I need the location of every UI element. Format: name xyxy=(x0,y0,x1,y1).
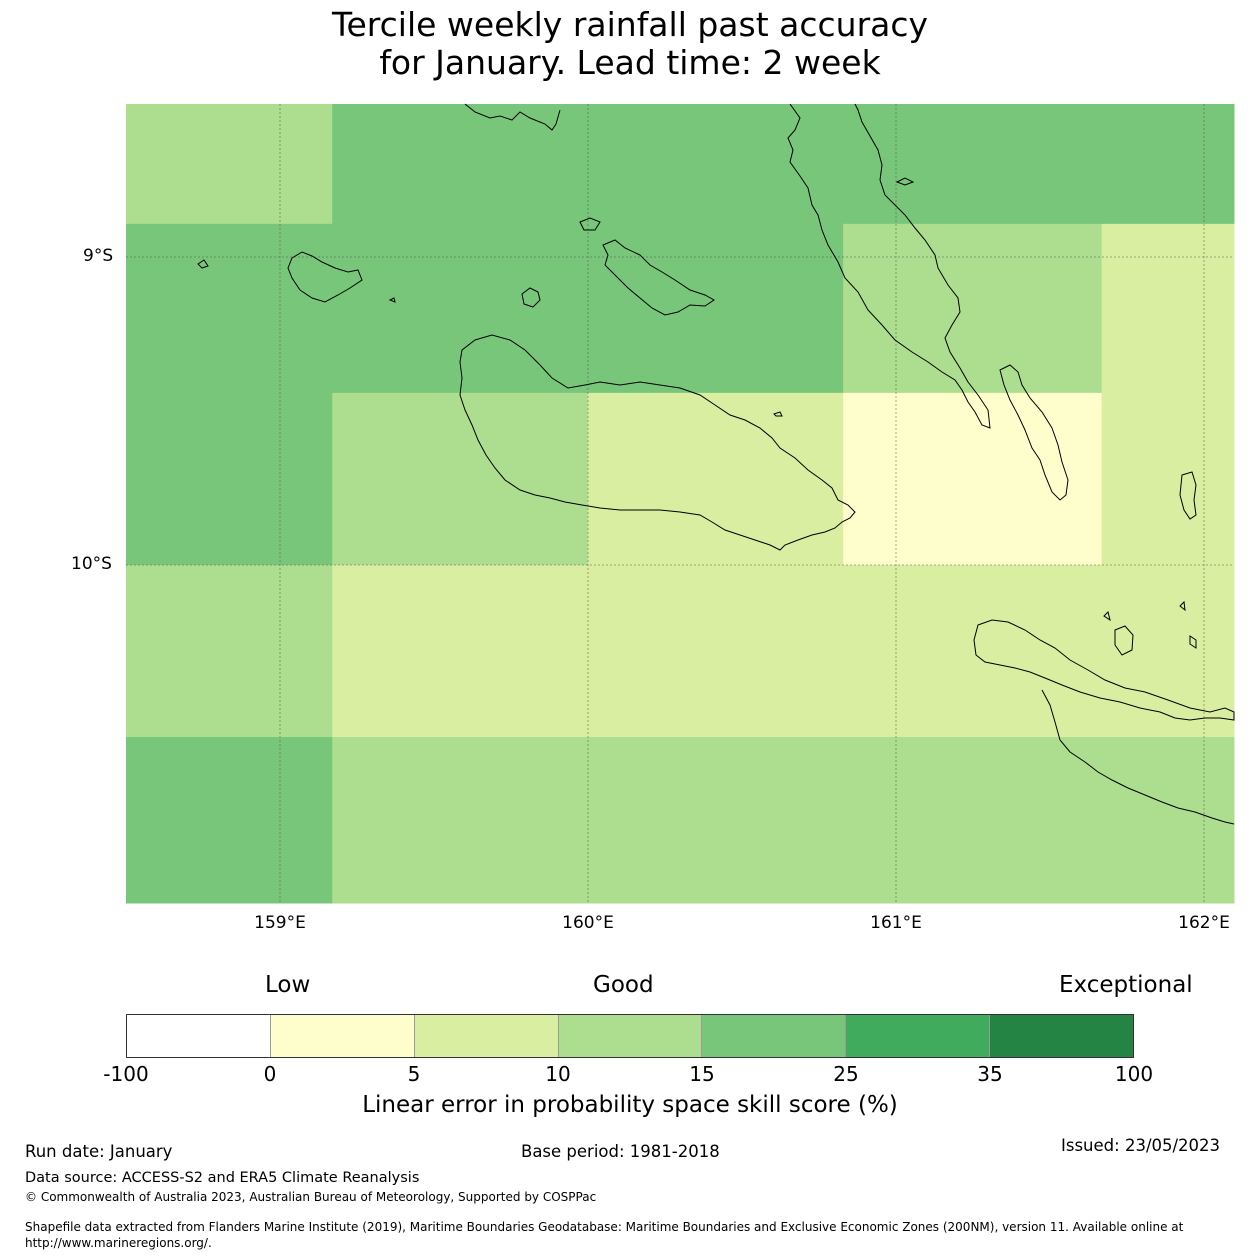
skill-cell xyxy=(1101,737,1235,904)
skill-cell xyxy=(587,104,844,225)
coastline-north-fragment xyxy=(464,103,561,131)
skill-cell xyxy=(332,737,589,904)
skill-cell xyxy=(332,104,589,225)
skill-cell xyxy=(126,392,333,566)
map-canvas[interactable] xyxy=(0,0,1260,960)
colorbar-tick: 100 xyxy=(1114,1062,1154,1086)
coastline-islet-i xyxy=(1179,600,1186,612)
issued-date: Issued: 23/05/2023 xyxy=(1061,1136,1221,1155)
skill-cell xyxy=(126,223,333,394)
graticule xyxy=(126,104,1234,903)
skill-cell xyxy=(843,392,1103,566)
skill-cell xyxy=(843,223,1103,394)
skill-cell xyxy=(843,104,1103,225)
skill-cell xyxy=(1101,392,1235,566)
coastline-islet-e xyxy=(388,297,396,303)
coastline-santa-isabel xyxy=(787,103,991,429)
skill-cell xyxy=(126,104,333,225)
category-good: Good xyxy=(593,972,654,998)
lon-label-160e: 160°E xyxy=(562,913,614,933)
colorbar xyxy=(126,1014,1134,1058)
coastline-savo xyxy=(521,287,541,308)
coastlines xyxy=(197,103,1235,825)
colorbar-segment-35-100 xyxy=(990,1015,1134,1057)
colorbar-segment-10-15 xyxy=(558,1015,703,1057)
chart-title: Tercile weekly rainfall past accuracy fo… xyxy=(0,6,1260,82)
skill-cell xyxy=(332,223,589,394)
colorbar-tick: 10 xyxy=(545,1062,571,1086)
skill-cell xyxy=(1101,564,1235,738)
lat-label-10s: 10°S xyxy=(71,554,112,574)
skill-cell xyxy=(126,737,333,904)
coastline-islet-d xyxy=(197,259,209,269)
skill-cell xyxy=(843,564,1103,738)
coastline-nggela xyxy=(602,239,715,316)
shapefile-credit: Shapefile data extracted from Flanders M… xyxy=(25,1220,1184,1234)
skill-grid xyxy=(126,104,1235,904)
category-exceptional: Exceptional xyxy=(1059,972,1193,998)
colorbar-tick: 5 xyxy=(407,1062,421,1086)
colorbar-segment-neg100-0 xyxy=(127,1015,271,1057)
skill-cell xyxy=(126,564,333,738)
coastline-russell-islands xyxy=(287,251,363,303)
skill-cell xyxy=(332,564,589,738)
title-line-2: for January. Lead time: 2 week xyxy=(379,43,881,82)
skill-cell xyxy=(1101,223,1235,394)
coastline-islet-f xyxy=(773,411,783,417)
colorbar-tick: 25 xyxy=(833,1062,859,1086)
colorbar-tick: 35 xyxy=(977,1062,1003,1086)
skill-cell xyxy=(587,392,844,566)
copyright: © Commonwealth of Australia 2023, Austra… xyxy=(25,1190,597,1204)
lon-label-161e: 161°E xyxy=(870,913,922,933)
colorbar-segment-15-25 xyxy=(702,1015,847,1057)
coastline-islet-h xyxy=(1103,611,1111,622)
coastline-south-arm xyxy=(1041,689,1235,825)
coastline-malaita xyxy=(999,364,1069,501)
coastline-islet-b xyxy=(1179,471,1197,520)
data-source: Data source: ACCESS-S2 and ERA5 Climate … xyxy=(25,1170,420,1186)
title-line-1: Tercile weekly rainfall past accuracy xyxy=(331,5,929,44)
coastline-islet-a xyxy=(895,177,915,186)
lon-label-162e: 162°E xyxy=(1178,913,1230,933)
colorbar-title: Linear error in probability space skill … xyxy=(362,1092,898,1118)
coastline-guadalcanal xyxy=(459,334,856,551)
lon-label-159e: 159°E xyxy=(254,913,306,933)
skill-cell xyxy=(587,223,844,394)
colorbar-tick: 0 xyxy=(263,1062,277,1086)
run-date: Run date: January xyxy=(25,1142,173,1161)
colorbar-tick: 15 xyxy=(689,1062,715,1086)
coastline-islet-g xyxy=(1114,625,1134,656)
skill-cell xyxy=(332,392,589,566)
skill-cell xyxy=(843,737,1103,904)
lat-label-9s: 9°S xyxy=(83,246,114,266)
colorbar-segment-0-5 xyxy=(270,1015,415,1057)
shapefile-link[interactable]: http://www.marineregions.org/. xyxy=(25,1236,212,1250)
coastline-islet-j xyxy=(1189,635,1197,649)
category-low: Low xyxy=(265,972,311,998)
colorbar-segment-5-10 xyxy=(414,1015,559,1057)
colorbar-tick: -100 xyxy=(103,1062,149,1086)
coastline-makira xyxy=(973,619,1235,721)
colorbar-segment-25-35 xyxy=(846,1015,991,1057)
skill-cell xyxy=(587,737,844,904)
coastline-islet-c xyxy=(579,217,601,231)
skill-cell xyxy=(587,564,844,738)
base-period: Base period: 1981-2018 xyxy=(521,1142,720,1161)
skill-cell xyxy=(1101,104,1235,225)
